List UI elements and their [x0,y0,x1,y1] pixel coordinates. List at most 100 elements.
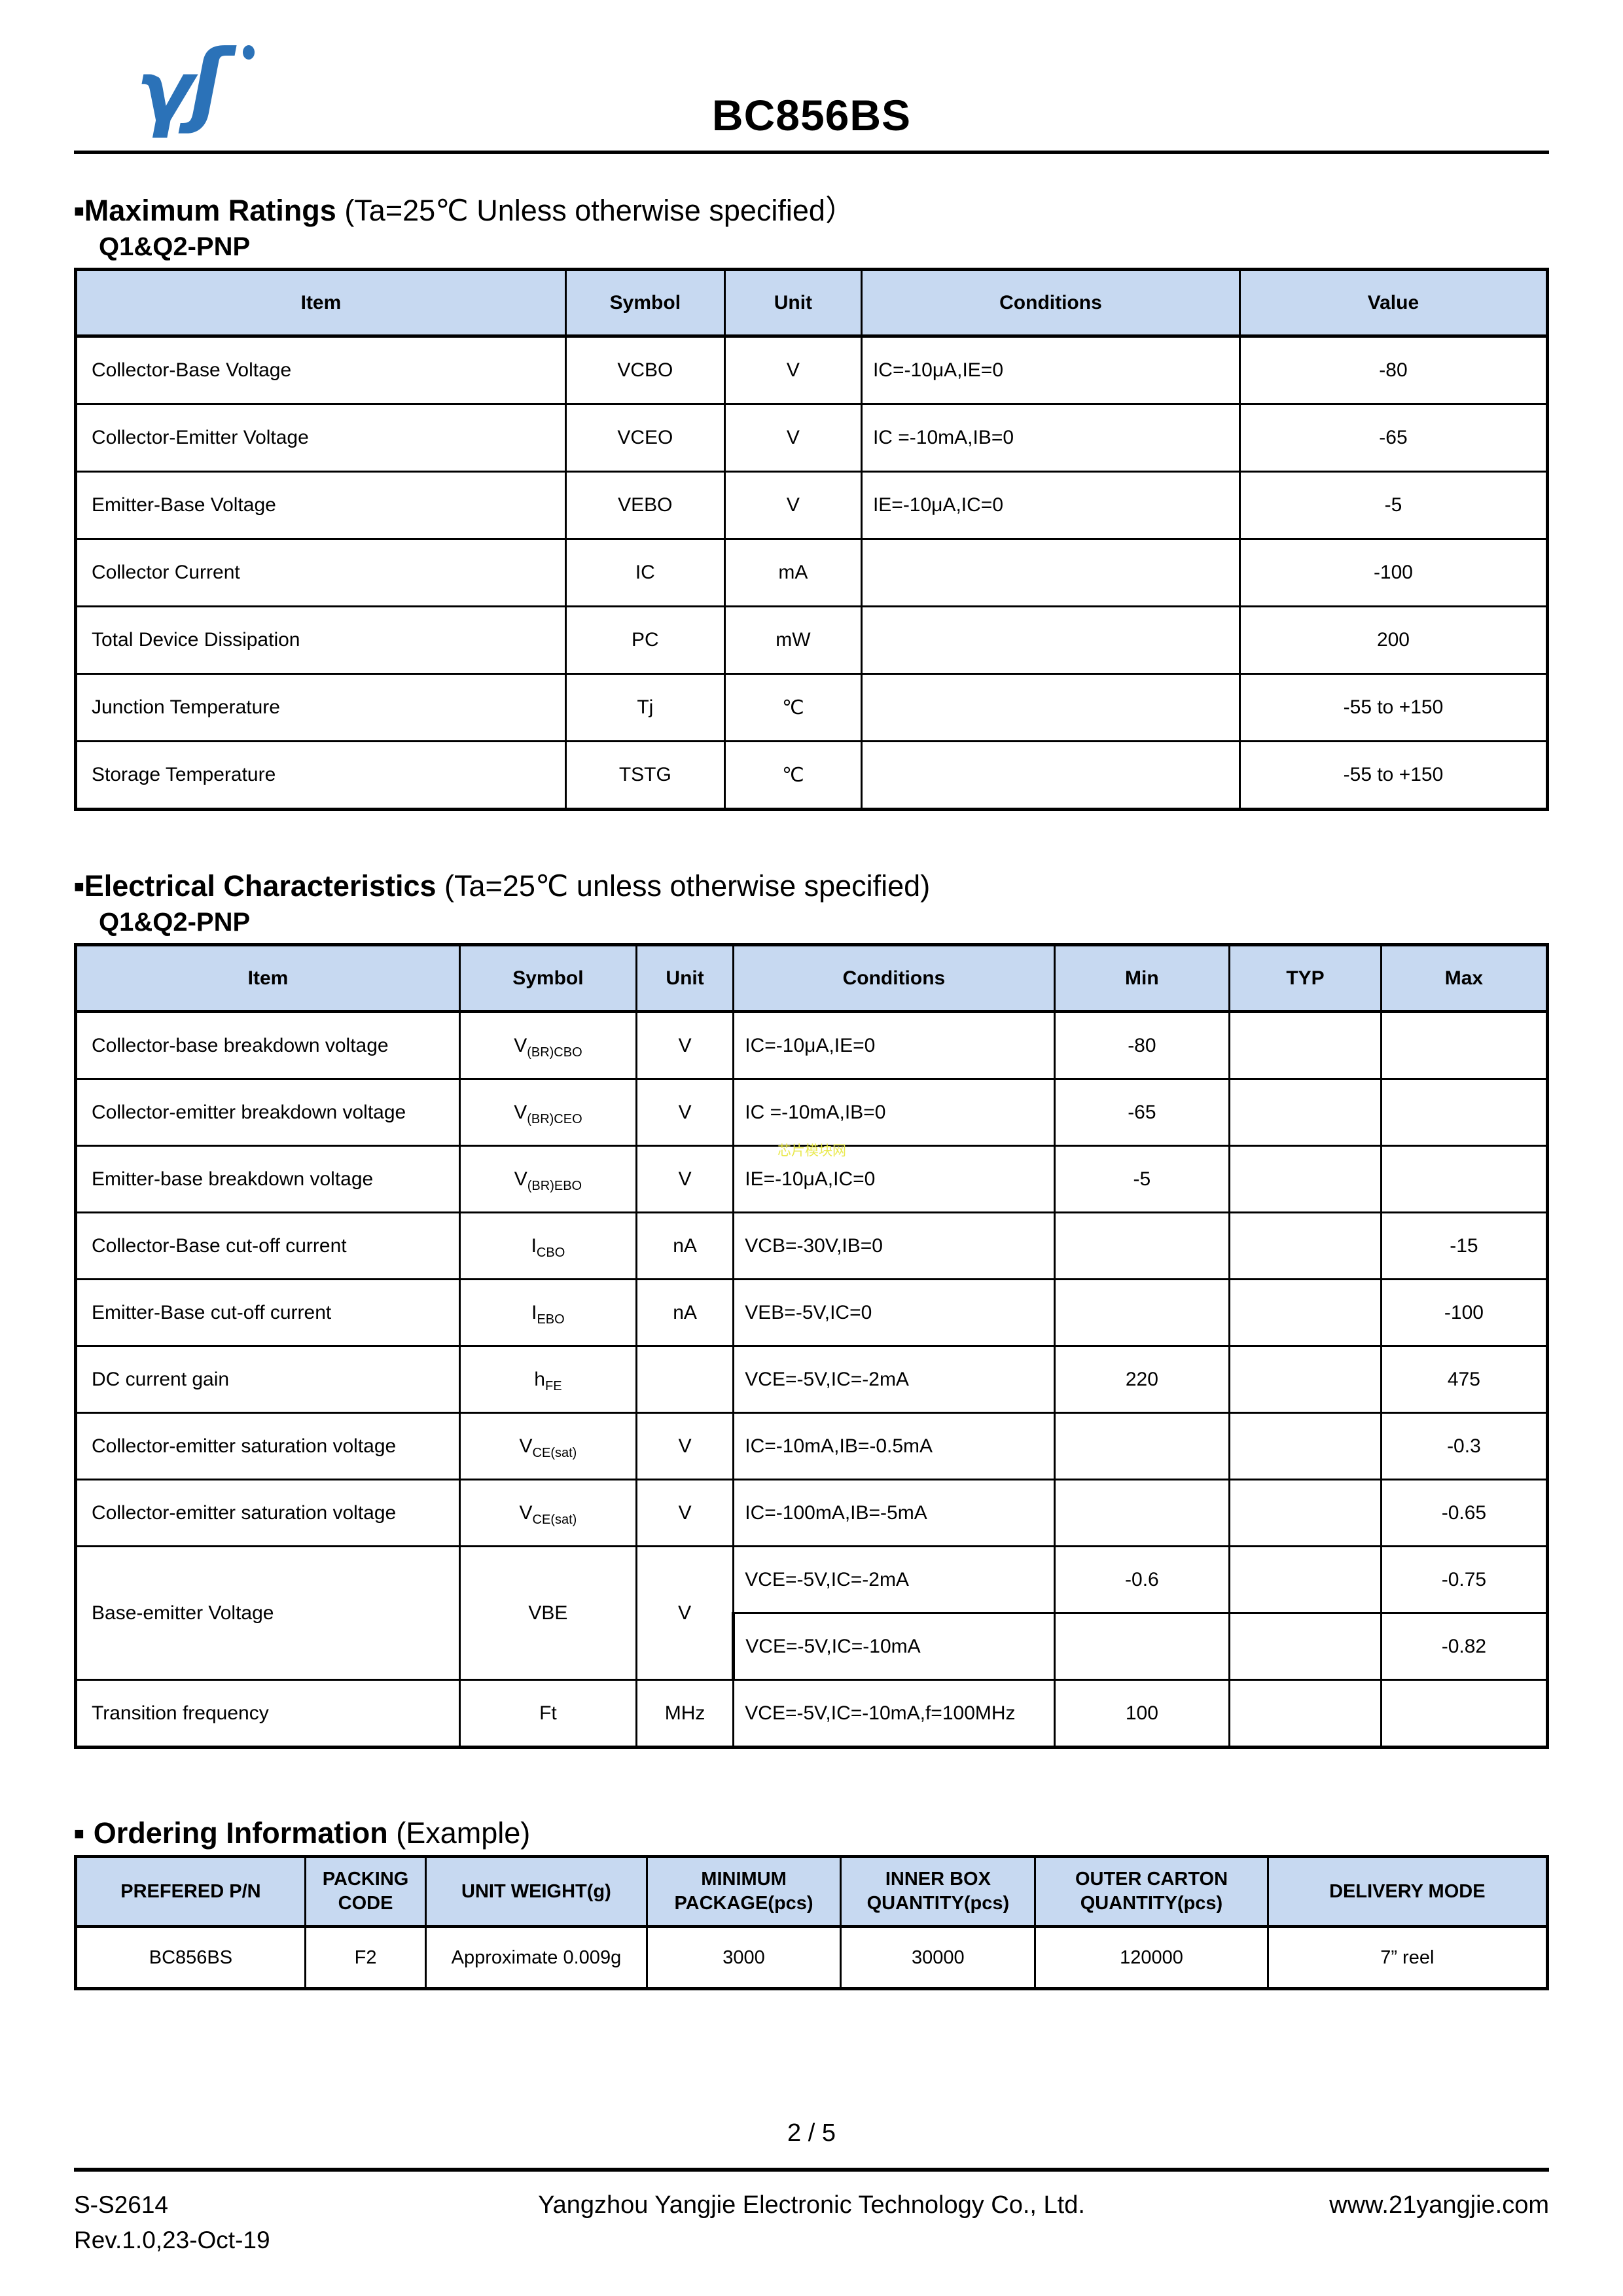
section-maximum-ratings: ■Maximum Ratings (Ta=25℃ Unless otherwis… [74,193,1550,811]
cell-typ [1228,1545,1382,1614]
cell-unit: V [635,1479,735,1547]
cell-conditions: VCE=-5V,IC=-10mA,f=100MHz [732,1679,1056,1749]
cell-max [1380,1011,1550,1080]
cell-item: Collector-emitter saturation voltage [74,1412,461,1480]
cell-unit: MHz [635,1679,735,1749]
col-unit: Unit [635,943,735,1013]
cell-typ [1228,1211,1382,1280]
cell-max: -0.75 [1380,1545,1550,1614]
cell-conditions: VCE=-5V,IC=-2mA [732,1545,1056,1614]
section-note: (Ta=25℃ Unless otherwise specified） [344,194,855,227]
table-header-row: Item Symbol Unit Conditions Min TYP Max [74,943,1550,1013]
cell-item: Junction Temperature [74,673,567,742]
cell-conditions: IC=-10μA,IE=0 [732,1011,1056,1080]
cell-max: -100 [1380,1278,1550,1347]
cell-unit: nA [635,1211,735,1280]
cell-typ [1228,1278,1382,1347]
cell-item: Collector Current [74,538,567,607]
cell-symbol: IEBO [458,1278,637,1347]
cell-unit [635,1345,735,1414]
cell-min [1053,1479,1231,1547]
page-header: γ ʃ BC856BS [74,0,1549,154]
symbol-subscript: CE(sat) [532,1512,577,1527]
cell-conditions: IC=-10mA,IB=-0.5mA [732,1412,1056,1480]
cell-min: 100 [1053,1679,1231,1749]
cell-conditions [860,673,1241,742]
cell-value: 200 [1238,605,1550,675]
table-row: Storage Temperature TSTG ℃ -55 to +150 [74,740,1550,811]
section-electrical-characteristics: ■Electrical Characteristics (Ta=25℃ unle… [74,869,1550,1749]
cell-typ [1228,1479,1382,1547]
cell-item: DC current gain [74,1345,461,1414]
cell-conditions: IC =-10mA,IB=0 [732,1078,1056,1147]
cell-item: Collector-base breakdown voltage [74,1011,461,1080]
symbol-main: h [534,1368,545,1390]
square-bullet-icon: ■ [74,876,84,896]
section-subtitle: Q1&Q2-PNP [99,908,251,937]
cell-symbol: VEBO [564,471,726,540]
cell-unit: V [635,1145,735,1213]
cell-item: Collector-emitter saturation voltage [74,1479,461,1547]
col-prefered-pn: PREFERED P/N [74,1855,306,1928]
symbol-subscript: EBO [537,1312,565,1327]
col-unit: Unit [723,268,863,338]
table-row: Collector Current IC mA -100 [74,538,1550,607]
symbol-subscript: FE [544,1378,562,1393]
cell-value: -65 [1238,403,1550,473]
cell-unit: mA [723,538,863,607]
col-conditions: Conditions [860,268,1241,338]
symbol-main: I [531,1234,537,1257]
cell-item: Storage Temperature [74,740,567,811]
table-row: Junction Temperature Tj ℃ -55 to +150 [74,673,1550,742]
cell-value: -55 to +150 [1238,740,1550,811]
cell-max [1380,1679,1550,1749]
col-item: Item [74,268,567,338]
cell-conditions: IE=-10μA,IC=0 [860,471,1241,540]
symbol-subscript: CE(sat) [532,1445,577,1460]
cell-conditions [860,740,1241,811]
site-watermark: 芯片模块网 [777,1143,846,1158]
section-title: Electrical Characteristics [84,869,437,903]
cell-unit: V [635,1545,735,1681]
cell-symbol: VCE(sat) [458,1479,637,1547]
cell-symbol: Tj [564,673,726,742]
symbol-main: V [514,1101,527,1123]
col-symbol: Symbol [564,268,726,338]
col-minimum-package: MINIMUM PACKAGE(pcs) [645,1855,842,1928]
ordering-information-table: PREFERED P/N PACKING CODE UNIT WEIGHT(g)… [74,1855,1550,1990]
table-row: Emitter-base breakdown voltage V(BR)EBO … [74,1145,1550,1213]
cell-item: Emitter-Base Voltage [74,471,567,540]
section-note: (Example) [396,1816,531,1850]
cell-min: -5 [1053,1145,1231,1213]
table-row: BC856BS F2 Approximate 0.009g 3000 30000… [74,1926,1550,1990]
square-bullet-icon: ■ [74,201,84,221]
symbol-subscript: (BR)CBO [527,1045,582,1060]
cell-item: Emitter-base breakdown voltage [74,1145,461,1213]
cell-max: -0.65 [1380,1479,1550,1547]
doc-revision: Rev.1.0,23-Oct-19 [74,2227,270,2253]
cell-symbol: TSTG [564,740,726,811]
table-row: Emitter-Base Voltage VEBO V IE=-10μA,IC=… [74,471,1550,540]
cell-conditions: VCE=-5V,IC=-10mA [732,1612,1056,1681]
cell-conditions: IC =-10mA,IB=0 [860,403,1241,473]
cell-item: Base-emitter Voltage [74,1545,461,1681]
cell-conditions: IC=-10μA,IE=0 [860,335,1241,405]
symbol-subscript: (BR)CEO [527,1111,582,1126]
cell-min [1053,1412,1231,1480]
cell-unit: ℃ [723,673,863,742]
symbol-subscript: (BR)EBO [527,1178,582,1193]
col-delivery-mode: DELIVERY MODE [1266,1855,1550,1928]
cell-unit: V [723,471,863,540]
cell-item: Emitter-Base cut-off current [74,1278,461,1347]
col-conditions: Conditions [732,943,1056,1013]
col-inner-box-quantity: INNER BOX QUANTITY(pcs) [840,1855,1037,1928]
cell-typ [1228,1612,1382,1681]
cell-value: -5 [1238,471,1550,540]
table-row: Collector-Emitter Voltage VCEO V IC =-10… [74,403,1550,473]
cell-unit: V [723,335,863,405]
cell-value: -80 [1238,335,1550,405]
cell-max [1380,1078,1550,1147]
table-row: Collector-emitter breakdown voltage V(BR… [74,1078,1550,1147]
doc-code: S-S2614 [74,2191,168,2218]
cell-unit: V [635,1078,735,1147]
